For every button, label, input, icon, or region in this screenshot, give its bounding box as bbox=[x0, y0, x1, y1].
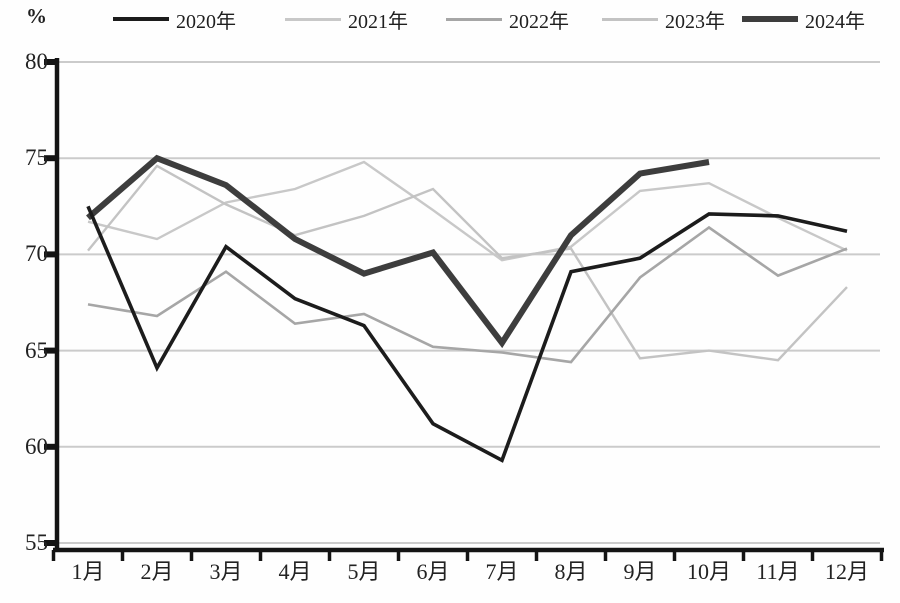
legend-item-2023: 2023年 bbox=[602, 8, 725, 33]
series-line-2023年 bbox=[87, 164, 848, 362]
x-tick-label-9月: 9月 bbox=[623, 559, 657, 584]
legend: 2020年 2021年 2022年 2023年 2024年 bbox=[0, 0, 900, 34]
x-tick-label-8月: 8月 bbox=[554, 559, 588, 584]
legend-swatch-2020 bbox=[113, 17, 169, 21]
series-line-2021年 bbox=[87, 160, 848, 262]
x-tick-label-4月: 4月 bbox=[278, 559, 312, 584]
legend-label-2021: 2021年 bbox=[348, 10, 408, 33]
legend-swatch-2022 bbox=[446, 17, 502, 21]
legend-swatch-2021 bbox=[285, 17, 341, 21]
legend-item-2020: 2020年 bbox=[113, 8, 236, 33]
x-tick-label-7月: 7月 bbox=[485, 559, 519, 584]
x-tick-label-5月: 5月 bbox=[347, 559, 381, 584]
x-tick-label-10月: 10月 bbox=[686, 559, 731, 584]
y-tick-label-65: 65 bbox=[25, 337, 48, 363]
legend-swatch-2023 bbox=[602, 17, 658, 21]
x-tick-label-2月: 2月 bbox=[140, 559, 174, 584]
series-line-2024年 bbox=[86, 154, 710, 349]
legend-label-2022: 2022年 bbox=[509, 10, 569, 33]
y-tick-label-80: 80 bbox=[25, 49, 48, 74]
legend-item-2024: 2024年 bbox=[742, 8, 865, 33]
y-tick-label-70: 70 bbox=[25, 241, 48, 267]
x-tick-label-11月: 11月 bbox=[756, 559, 800, 584]
series-line-2020年 bbox=[86, 205, 848, 463]
legend-swatch-2024 bbox=[742, 16, 798, 22]
y-axis-unit-label: % bbox=[26, 4, 47, 28]
legend-item-2021: 2021年 bbox=[285, 8, 408, 33]
legend-label-2024: 2024年 bbox=[805, 10, 865, 33]
x-tick-label-6月: 6月 bbox=[416, 559, 450, 584]
x-tick-label-3月: 3月 bbox=[209, 559, 243, 584]
y-tick-label-75: 75 bbox=[25, 145, 48, 171]
x-tick-label-1月: 1月 bbox=[71, 559, 105, 584]
y-tick-label-55: 55 bbox=[25, 530, 48, 555]
y-tick-label-60: 60 bbox=[25, 433, 48, 459]
series-line-2022年 bbox=[87, 225, 848, 364]
legend-label-2023: 2023年 bbox=[665, 10, 725, 33]
legend-label-2020: 2020年 bbox=[176, 10, 236, 33]
x-tick-label-12月: 12月 bbox=[824, 559, 869, 584]
legend-item-2022: 2022年 bbox=[446, 8, 569, 33]
